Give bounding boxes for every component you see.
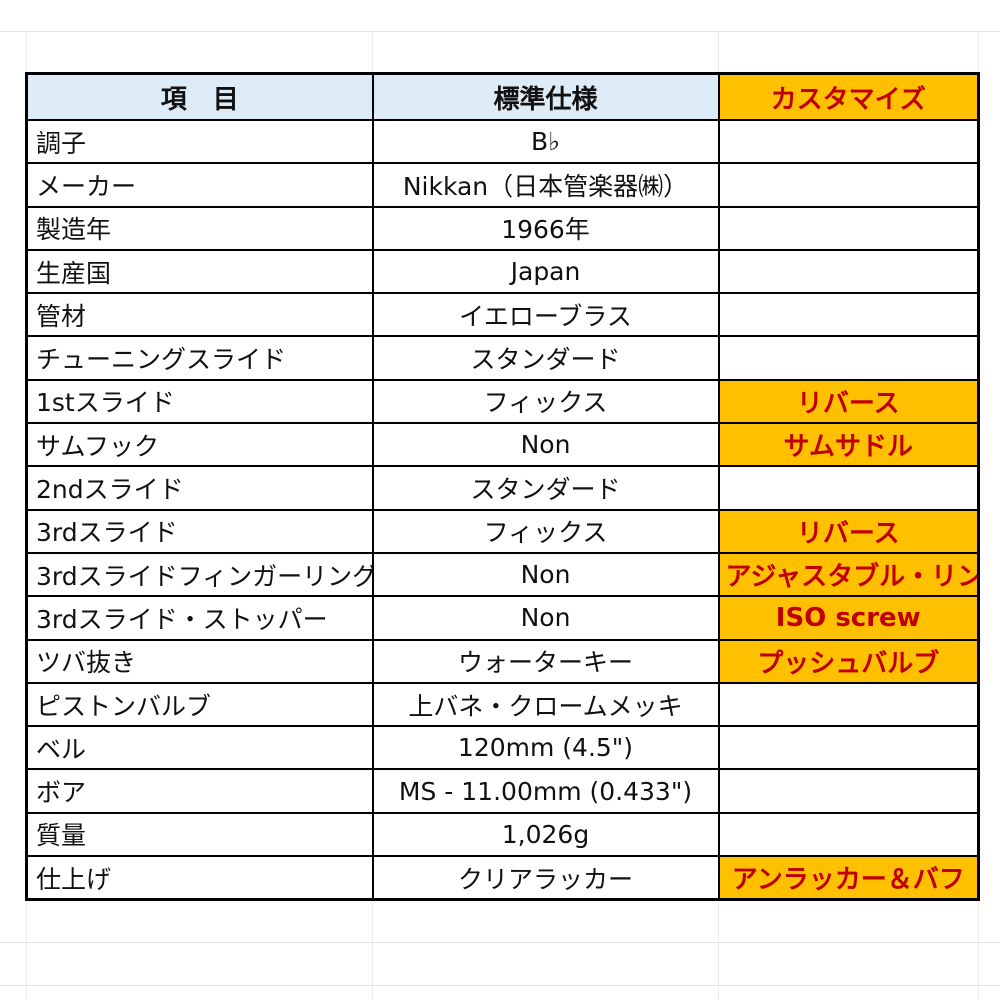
item-cell[interactable]: ボア [25, 768, 374, 814]
item-cell[interactable]: 2ndスライド [25, 465, 374, 511]
table-row: 2ndスライド スタンダード [25, 465, 980, 511]
header-item[interactable]: 項 目 [25, 72, 374, 121]
table-row: 3rdスライド フィックス リバース [25, 508, 980, 554]
header-standard[interactable]: 標準仕様 [371, 72, 720, 121]
standard-cell[interactable]: スタンダード [371, 335, 720, 381]
standard-cell[interactable]: 120mm (4.5") [371, 725, 720, 771]
standard-cell[interactable]: ウォーターキー [371, 638, 720, 684]
standard-cell[interactable]: フィックス [371, 378, 720, 425]
item-cell[interactable]: 調子 [25, 118, 374, 165]
custom-cell[interactable]: リバース [717, 378, 980, 425]
standard-cell[interactable]: 1966年 [371, 205, 720, 251]
table-row: 3rdスライド・ストッパー Non ISO screw [25, 595, 980, 641]
standard-cell[interactable]: クリアラッカー [371, 855, 720, 901]
table-row: サムフック Non サムサドル [25, 422, 980, 468]
standard-cell[interactable]: フィックス [371, 508, 720, 554]
standard-cell[interactable]: 上バネ・クロームメッキ [371, 681, 720, 728]
table-row: ボア MS - 11.00mm (0.433") [25, 768, 980, 814]
item-cell[interactable]: 仕上げ [25, 855, 374, 901]
standard-cell[interactable]: Nikkan（日本管楽器㈱） [371, 162, 720, 208]
table-row: 製造年 1966年 [25, 205, 980, 251]
item-cell[interactable]: メーカー [25, 162, 374, 208]
table-row: ピストンバルブ 上バネ・クロームメッキ [25, 681, 980, 728]
standard-cell[interactable]: Japan [371, 248, 720, 295]
item-cell[interactable]: 生産国 [25, 248, 374, 295]
table-row: ベル 120mm (4.5") [25, 725, 980, 771]
table-row: 質量 1,026g [25, 811, 980, 858]
item-cell[interactable]: 3rdスライド [25, 508, 374, 554]
custom-cell[interactable] [717, 335, 980, 381]
standard-cell[interactable]: スタンダード [371, 465, 720, 511]
table-row: 管材 イエローブラス [25, 292, 980, 338]
item-cell[interactable]: ピストンバルブ [25, 681, 374, 728]
standard-cell[interactable]: 1,026g [371, 811, 720, 858]
table-row: 仕上げ クリアラッカー アンラッカー＆バフ [25, 855, 980, 901]
custom-cell[interactable] [717, 118, 980, 165]
table-row: チューニングスライド スタンダード [25, 335, 980, 381]
item-cell[interactable]: 3rdスライド・ストッパー [25, 595, 374, 641]
sheet-gridline [0, 31, 1000, 32]
spec-table: 項 目 標準仕様 カスタマイズ 調子 B♭ メーカー Nikkan（日本管楽器㈱） 製造… [25, 72, 980, 902]
custom-cell[interactable]: サムサドル [717, 422, 980, 468]
custom-cell[interactable]: ISO screw [717, 595, 980, 641]
custom-cell[interactable] [717, 292, 980, 338]
custom-cell[interactable] [717, 811, 980, 858]
custom-cell[interactable]: アジャスタブル・リング [717, 551, 980, 598]
table-row: 調子 B♭ [25, 118, 980, 165]
header-row: 項 目 標準仕様 カスタマイズ [25, 72, 980, 121]
standard-cell[interactable]: Non [371, 422, 720, 468]
custom-cell[interactable] [717, 248, 980, 295]
table-row: 1stスライド フィックス リバース [25, 378, 980, 425]
standard-cell[interactable]: イエローブラス [371, 292, 720, 338]
standard-cell[interactable]: MS - 11.00mm (0.433") [371, 768, 720, 814]
table-row: ツバ抜き ウォーターキー プッシュバルブ [25, 638, 980, 684]
custom-cell[interactable] [717, 465, 980, 511]
custom-cell[interactable] [717, 162, 980, 208]
sheet-gridline [0, 942, 1000, 943]
item-cell[interactable]: ベル [25, 725, 374, 771]
custom-cell[interactable] [717, 768, 980, 814]
table-row: メーカー Nikkan（日本管楽器㈱） [25, 162, 980, 208]
sheet-gridline [0, 985, 1000, 986]
table-row: 生産国 Japan [25, 248, 980, 295]
item-cell[interactable]: 管材 [25, 292, 374, 338]
item-cell[interactable]: 1stスライド [25, 378, 374, 425]
standard-cell[interactable]: Non [371, 595, 720, 641]
standard-cell[interactable]: B♭ [371, 118, 720, 165]
custom-cell[interactable]: リバース [717, 508, 980, 554]
item-cell[interactable]: 3rdスライドフィンガーリング [25, 551, 374, 598]
item-cell[interactable]: 質量 [25, 811, 374, 858]
custom-cell[interactable]: アンラッカー＆バフ [717, 855, 980, 901]
custom-cell[interactable] [717, 681, 980, 728]
item-cell[interactable]: チューニングスライド [25, 335, 374, 381]
item-cell[interactable]: サムフック [25, 422, 374, 468]
item-cell[interactable]: ツバ抜き [25, 638, 374, 684]
custom-cell[interactable] [717, 725, 980, 771]
standard-cell[interactable]: Non [371, 551, 720, 598]
item-cell[interactable]: 製造年 [25, 205, 374, 251]
custom-cell[interactable]: プッシュバルブ [717, 638, 980, 684]
header-custom[interactable]: カスタマイズ [717, 72, 980, 121]
custom-cell[interactable] [717, 205, 980, 251]
